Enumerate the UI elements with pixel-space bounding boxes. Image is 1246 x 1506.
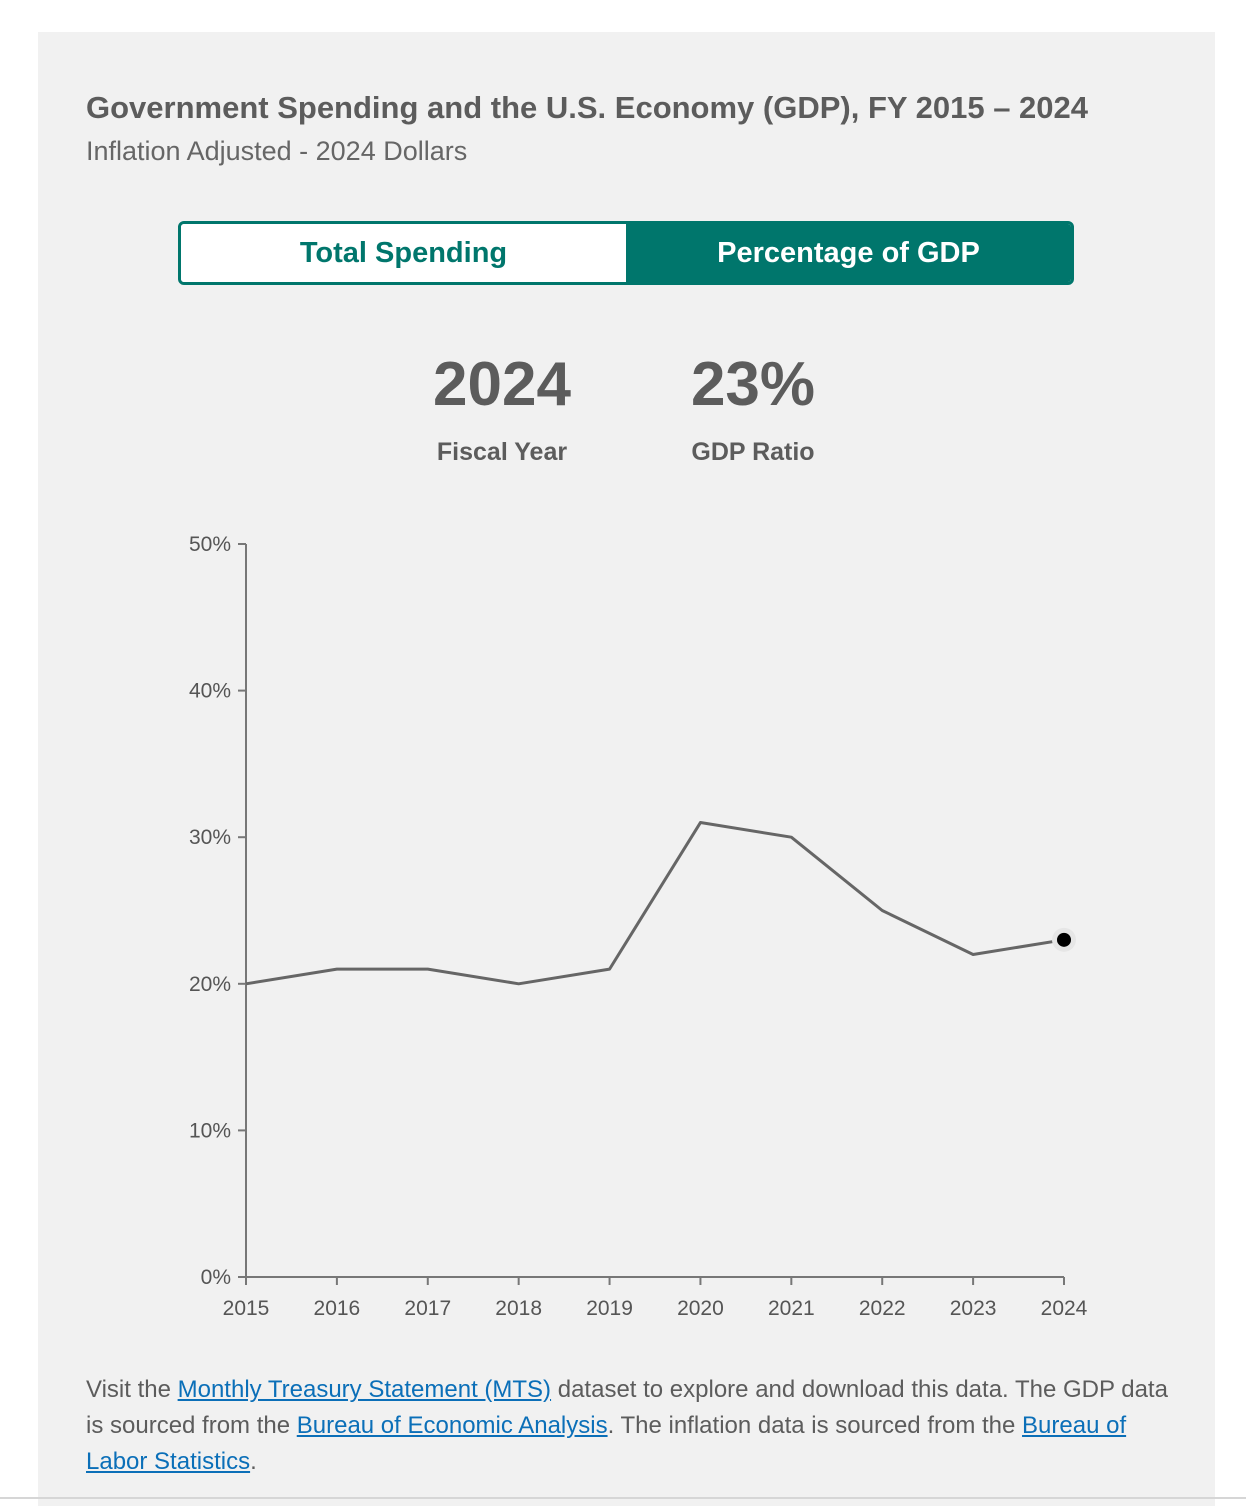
y-tick-label: 20% xyxy=(189,973,231,996)
percentage-of-gdp-button[interactable]: Percentage of GDP xyxy=(626,224,1071,282)
view-toggle: Total Spending Percentage of GDP xyxy=(178,221,1074,285)
gdp-ratio-label: GDP Ratio xyxy=(691,438,815,466)
x-tick-label: 2022 xyxy=(859,1297,906,1320)
x-tick-label: 2019 xyxy=(586,1297,633,1320)
source-text-1: Visit the xyxy=(86,1376,178,1403)
total-spending-button[interactable]: Total Spending xyxy=(181,224,626,282)
fiscal-year-stat: 2024 Fiscal Year xyxy=(372,354,632,467)
x-tick-label: 2017 xyxy=(404,1297,451,1320)
x-tick-label: 2015 xyxy=(223,1297,270,1320)
fiscal-year-value: 2024 xyxy=(433,350,571,419)
x-tick-label: 2018 xyxy=(495,1297,542,1320)
gdp-ratio-value: 23% xyxy=(690,350,816,419)
x-tick-label: 2024 xyxy=(1041,1297,1088,1320)
chart-subtitle: Inflation Adjusted - 2024 Dollars xyxy=(86,136,468,166)
y-tick-label: 0% xyxy=(201,1266,231,1289)
bls-link[interactable]: Bureau of Labor Statistics xyxy=(86,1412,1127,1475)
chart-title: Government Spending and the U.S. Economy… xyxy=(86,90,1089,125)
bea-link[interactable]: Bureau of Economic Analysis xyxy=(296,1412,608,1439)
page-bottom-border xyxy=(0,1497,1246,1499)
source-text-4: . xyxy=(250,1448,257,1475)
y-tick-label: 40% xyxy=(189,680,231,703)
x-tick-label: 2021 xyxy=(768,1297,815,1320)
line-chart[interactable]: 0% 10% 20% 30% 40% 50% 2015 2016 2017 2018 2019 202… xyxy=(38,32,1215,1342)
source-text-3: . The inflation data is sourced from the xyxy=(607,1412,1023,1439)
source-text-2: dataset to explore and download this dat… xyxy=(86,1376,1168,1439)
x-tick-label: 2016 xyxy=(314,1297,361,1320)
gdp-ratio-line xyxy=(245,821,1065,986)
y-tick-label: 30% xyxy=(189,826,231,849)
x-tick-label: 2020 xyxy=(677,1297,724,1320)
source-note: Visit the Monthly Treasury Statement (MT… xyxy=(86,1372,1176,1480)
mts-link[interactable]: Monthly Treasury Statement (MTS) xyxy=(177,1376,552,1403)
chart-card: Government Spending and the U.S. Economy… xyxy=(38,32,1215,1506)
y-tick-label: 50% xyxy=(189,533,231,556)
x-tick-label: 2023 xyxy=(950,1297,997,1320)
fiscal-year-label: Fiscal Year xyxy=(436,438,568,466)
gdp-ratio-stat: 23% GDP Ratio xyxy=(623,354,883,467)
data-point-2024 xyxy=(1057,932,1071,947)
y-tick-label: 10% xyxy=(189,1119,231,1142)
